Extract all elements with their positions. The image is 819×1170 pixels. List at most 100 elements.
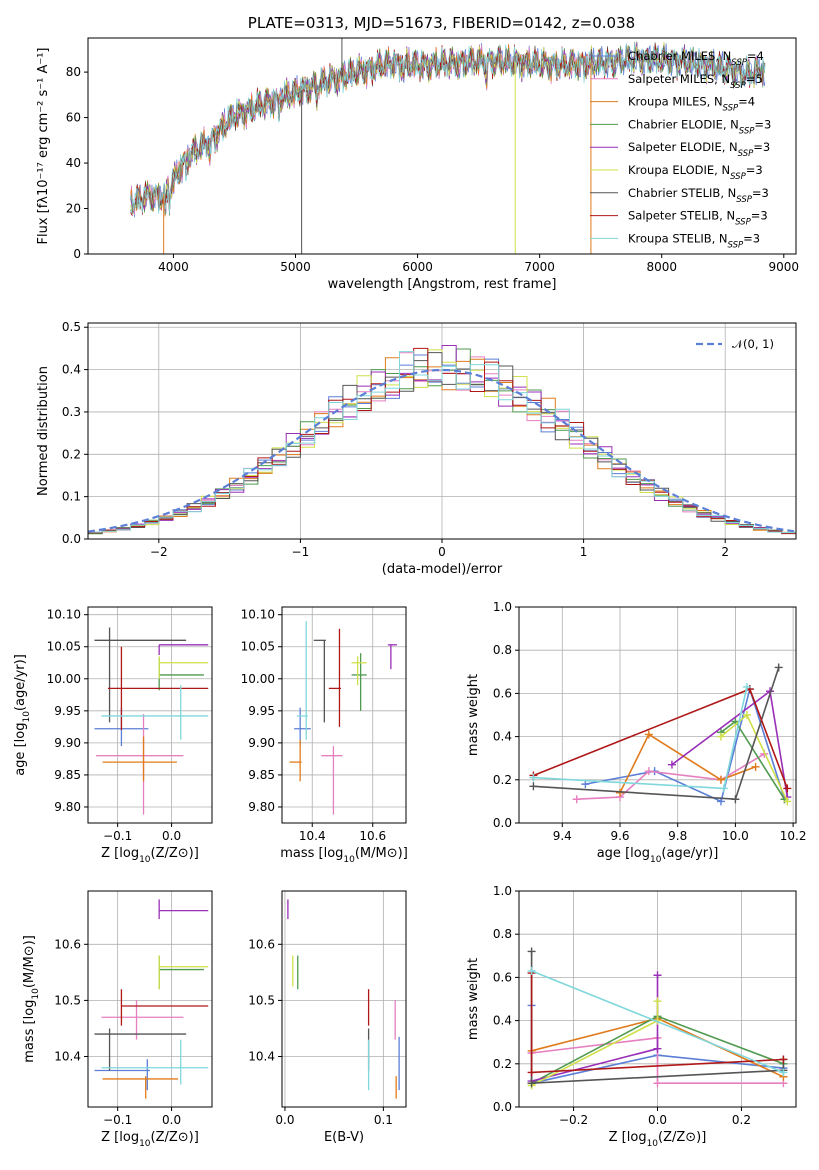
residuals-ytick-label-2: 0.2 <box>62 447 81 461</box>
figure-title: PLATE=0313, MJD=51673, FIBERID=0142, z=0… <box>248 14 635 32</box>
spectrum-xlabel: wavelength [Angstrom, rest frame] <box>328 277 557 292</box>
age_weight-marker-kroupa_stelib-0 <box>529 773 538 782</box>
age_weight-marker-kroupa_elodie-2 <box>783 797 792 806</box>
ebv_mass-xtick-label-1: 0.1 <box>374 1113 393 1127</box>
z_mass-xtick-label-1: 0.0 <box>162 1113 181 1127</box>
age_weight-content <box>529 663 792 806</box>
residuals-legend-label: 𝒩(0, 1) <box>732 337 774 351</box>
age_weight-series-kroupa_miles <box>619 733 756 794</box>
z_weight-xtick-label-0: −0.2 <box>559 1113 588 1127</box>
residuals-content <box>88 345 796 535</box>
spectrum-legend-label-2: Kroupa MILES, NSSP=4 <box>628 95 755 114</box>
age_weight-marker-salpeter_miles-2 <box>644 767 653 776</box>
ebv_mass-panel: 0.0 0.1 10.4 10.5 10.6 E(B-V) <box>248 890 407 1145</box>
z_weight-marker-salpeter_elodie-2 <box>653 971 662 980</box>
age_weight-marker-kroupa_miles-1 <box>644 730 653 739</box>
age_weight-marker-chabrier_miles-0 <box>581 780 590 789</box>
spectrum-legend-label-6: Chabrier STELIB, NSSP=3 <box>628 186 769 205</box>
age_weight-ylabel: mass weight <box>466 674 481 756</box>
spectrum-ytick-label-0: 0 <box>73 247 81 261</box>
spectrum-line-kroupa_stelib <box>130 42 766 215</box>
age_weight-marker-kroupa_stelib-1 <box>719 784 728 793</box>
age_weight-xtick-label-1: 9.6 <box>610 829 629 843</box>
ebv_mass-xlabel: E(B-V) <box>324 1130 364 1145</box>
spectrum-ytick-label-4: 80 <box>66 65 81 79</box>
z_weight-series-salpeter_miles <box>531 1036 784 1084</box>
z_weight-marker-kroupa_elodie-2 <box>653 997 662 1006</box>
mass_age-ytick-label-5: 10.05 <box>241 640 275 654</box>
spectrum-legend: Chabrier MILES, NSSP=4 Salpeter MILES, NS… <box>590 49 771 250</box>
residuals-ytick-label-5: 0.5 <box>62 320 81 334</box>
z_weight-ytick-label-3: 0.6 <box>493 970 512 984</box>
spectrum-xtick-label-1: 5000 <box>280 260 311 274</box>
age_weight-panel: 9.4 9.6 9.8 10.0 10.2 0.0 0.2 0.4 0.6 0.8 1.0 age [… <box>466 600 806 865</box>
age_weight-series-chabrier_miles <box>585 686 786 803</box>
ebv_mass-ytick-label-2: 10.6 <box>248 937 275 951</box>
spectrum-frame <box>87 37 797 255</box>
z_weight-marker-chabrier_stelib-1 <box>527 1079 536 1088</box>
age_weight-marker-salpeter_elodie-0 <box>667 760 676 769</box>
z_weight-series-salpeter_elodie <box>531 975 659 1082</box>
z_mass-frame <box>87 890 213 1108</box>
age_weight-ytick-label-5: 1.0 <box>493 600 512 614</box>
spectrum-ylabel: Flux [fλ10⁻¹⁷ erg cm⁻² s⁻¹ A⁻¹] <box>36 48 51 245</box>
spectrum-legend-label-7: Salpeter STELIB, NSSP=3 <box>628 209 768 228</box>
mass_age-ytick-label-2: 9.90 <box>248 736 275 750</box>
age_weight-xtick-label-3: 10.0 <box>722 829 749 843</box>
age_weight-marker-kroupa_miles-3 <box>751 762 760 771</box>
z_weight-ytick-label-1: 0.2 <box>493 1057 512 1071</box>
z_age-ytick-label-4: 10.00 <box>47 672 81 686</box>
mass_age-ytick-label-1: 9.85 <box>248 768 275 782</box>
z_weight-ytick-label-4: 0.8 <box>493 927 512 941</box>
z_mass-ytick-label-0: 10.4 <box>54 1050 81 1064</box>
spectrum-xtick-label-3: 7000 <box>524 260 555 274</box>
spectrum-ytick-label-1: 20 <box>66 202 81 216</box>
spectrum-xtick-label-5: 9000 <box>769 260 800 274</box>
spectrum-xtick-label-0: 4000 <box>158 260 189 274</box>
z_weight-marker-salpeter_elodie-1 <box>653 1044 662 1053</box>
z_weight-series-kroupa_stelib <box>531 970 784 1074</box>
age_weight-marker-salpeter_miles-0 <box>572 795 581 804</box>
age_weight-ytick-label-3: 0.6 <box>493 686 512 700</box>
z_age-xlabel: Z [log10(Z/Z⊙)] <box>101 846 199 865</box>
z_mass-ylabel: mass [log10(M/M⊙)] <box>22 935 41 1063</box>
z_age-ytick-label-6: 10.10 <box>47 608 81 622</box>
residuals-xtick-label-4: 2 <box>721 545 729 559</box>
residuals-hist-kroupa_stelib <box>88 351 796 534</box>
spectrum-xtick-label-2: 6000 <box>402 260 433 274</box>
spectrum-xtick-label-4: 8000 <box>646 260 677 274</box>
ebv_mass-frame <box>281 890 407 1108</box>
residuals-ytick-label-0: 0.0 <box>62 532 81 546</box>
age_weight-series-salpeter_miles <box>576 753 765 800</box>
age_weight-ytick-label-1: 0.2 <box>493 773 512 787</box>
z_weight-content <box>527 947 788 1090</box>
residuals-xtick-label-0: −2 <box>150 545 168 559</box>
spectrum-legend-label-8: Kroupa STELIB, NSSP=3 <box>628 231 760 250</box>
z_mass-content <box>94 899 209 1099</box>
spectrum-legend-label-0: Chabrier MILES, NSSP=4 <box>628 49 764 68</box>
z_weight-marker-salpeter_stelib-2 <box>779 1055 788 1064</box>
ebv_mass-ytick-label-1: 10.5 <box>248 993 275 1007</box>
spectrum-legend-label-3: Chabrier ELODIE, NSSP=3 <box>628 117 771 136</box>
z_age-content <box>94 627 209 815</box>
ebv_mass-xtick-label-0: 0.0 <box>275 1113 294 1127</box>
ebv_mass-content <box>287 899 400 1099</box>
spectrum-ytick-label-3: 60 <box>66 111 81 125</box>
z_weight-marker-kroupa_stelib-0 <box>527 966 536 975</box>
age_weight-marker-salpeter_stelib-2 <box>783 784 792 793</box>
residuals-xtick-label-2: 0 <box>438 545 446 559</box>
residuals-xlabel: (data-model)/error <box>382 562 503 577</box>
age_weight-xtick-label-2: 9.8 <box>668 829 687 843</box>
age_weight-xtick-label-4: 10.2 <box>780 829 807 843</box>
z_weight-xlabel: Z [log10(Z/Z⊙)] <box>609 1130 707 1149</box>
age_weight-frame <box>518 606 797 824</box>
age_weight-marker-chabrier_stelib-0 <box>529 782 538 791</box>
spectrum-legend-label-5: Kroupa ELODIE, NSSP=3 <box>628 163 763 182</box>
mass_age-xtick-label-0: 10.4 <box>299 829 326 843</box>
spectrum-content <box>130 38 766 254</box>
z_mass-panel: −0.1 0.0 10.4 10.5 10.6 Z [log10(Z/Z⊙)] mass [… <box>22 890 213 1149</box>
residuals-gaussian <box>88 368 796 533</box>
age_weight-marker-chabrier_stelib-2 <box>774 663 783 672</box>
age_weight-marker-chabrier_stelib-1 <box>731 795 740 804</box>
z_age-ytick-label-2: 9.90 <box>54 736 81 750</box>
